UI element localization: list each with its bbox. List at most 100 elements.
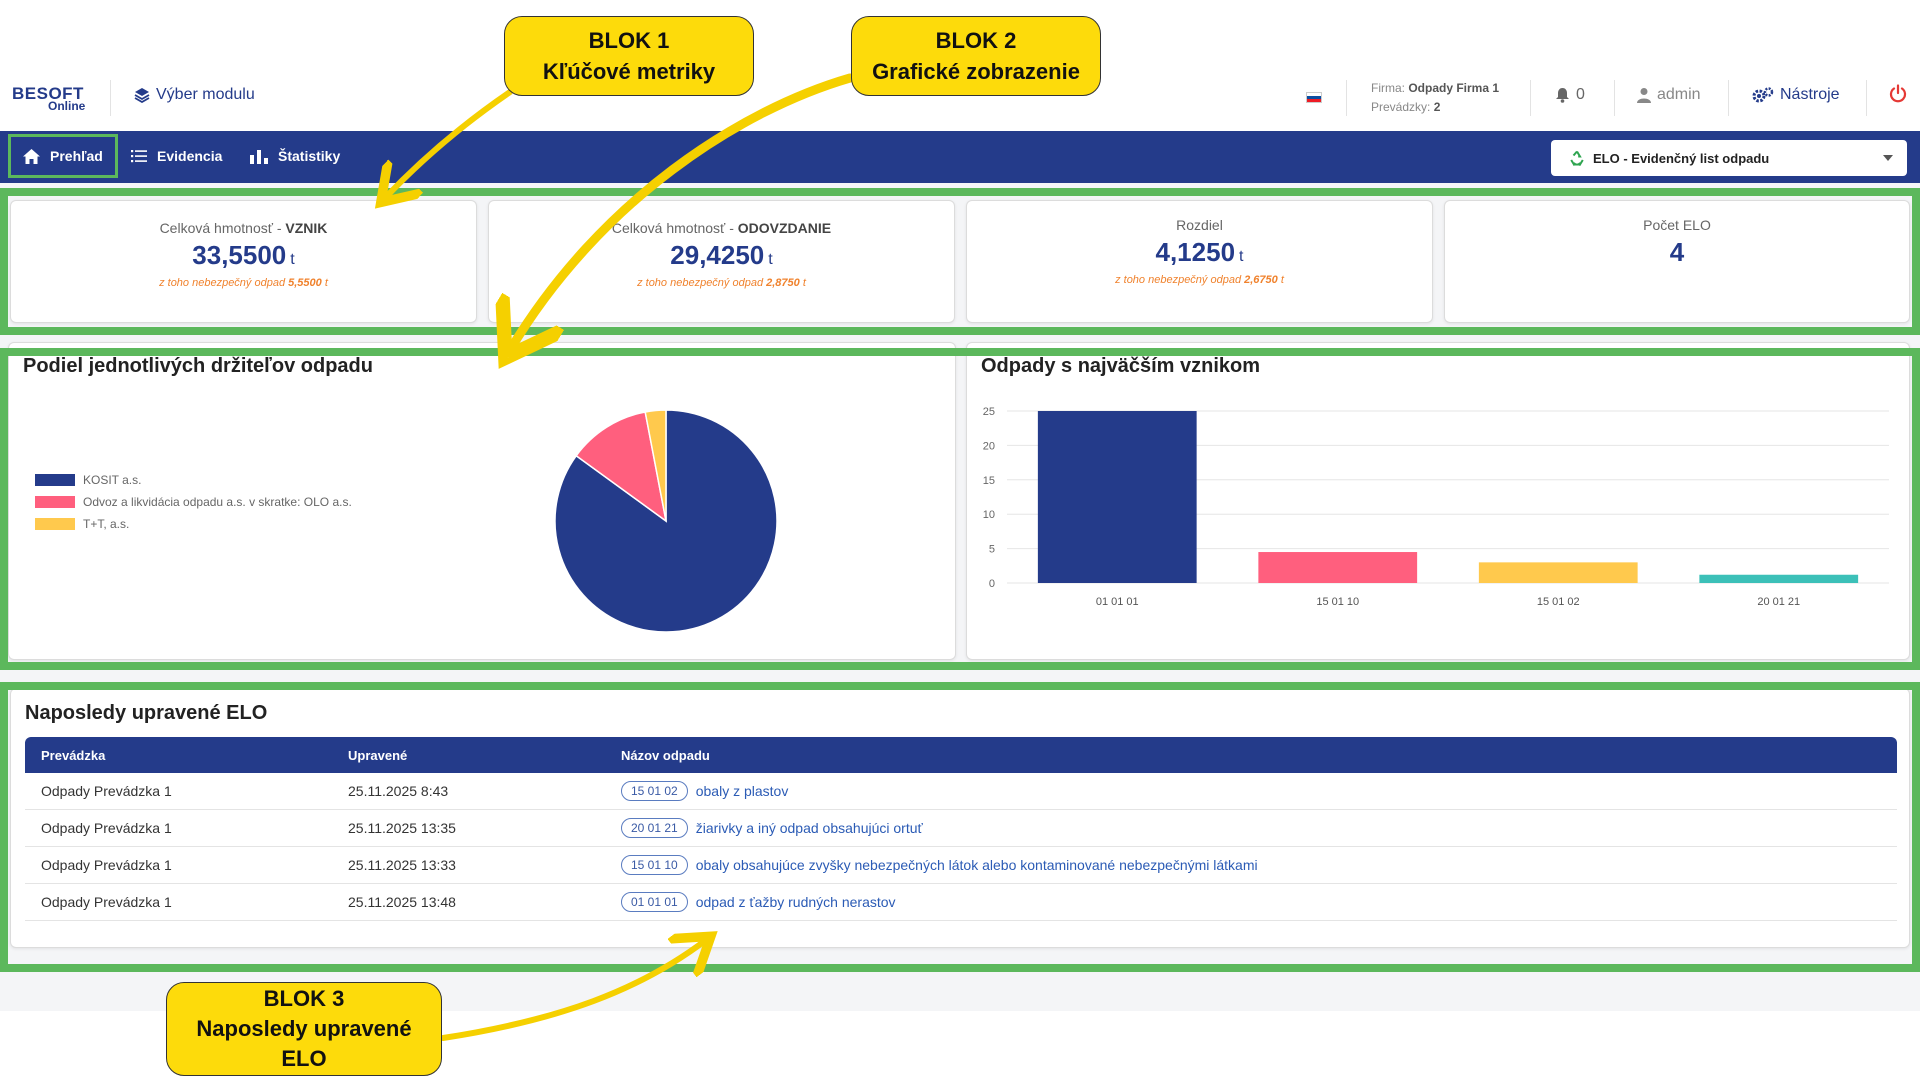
callout-line: ELO (281, 1046, 327, 1071)
gears-icon (1752, 87, 1774, 103)
y-tick-label: 15 (983, 475, 995, 487)
bar[interactable] (1258, 552, 1418, 583)
metric-value: 4,1250 t (967, 237, 1432, 268)
cell-upravene: 25.11.2025 13:48 (348, 894, 456, 910)
waste-name-link[interactable]: žiarivky a iný odpad obsahujúci ortuť (695, 820, 923, 836)
firm-info[interactable]: Firma: Odpady Firma 1 Prevádzky: 2 (1371, 79, 1499, 117)
metric-sub-unit: t (1277, 274, 1284, 286)
bar-chart-card: Odpady s najväčším vznikom 0 5 10 15 20 25 01 … (966, 342, 1910, 660)
bar-chart: 0 5 10 15 20 25 01 01 01 15 01 10 15 01 02 20 01 … (983, 406, 1889, 608)
metric-value: 33,5500 t (11, 240, 476, 271)
callout-blok3: BLOK 3 Naposledy upravené ELO (166, 982, 442, 1076)
metric-sub-value: 5,5500 (288, 277, 322, 289)
column-header-upravene[interactable]: Upravené (348, 747, 408, 763)
waste-name-link[interactable]: obaly obsahujúce zvyšky nebezpečných lát… (695, 857, 1258, 873)
waste-name-link[interactable]: odpad z ťažby rudných nerastov (695, 894, 896, 910)
cell-prevadzka: Odpady Prevádzka 1 (41, 783, 172, 799)
bar[interactable] (1478, 562, 1638, 583)
table-row[interactable]: Odpady Prevádzka 1 25.11.2025 8:43 15 01… (25, 773, 1897, 810)
metric-unit: t (290, 251, 295, 268)
callout-blok2: BLOK 2 Grafické zobrazenie (851, 16, 1101, 96)
x-tick-label: 15 01 10 (1316, 596, 1359, 608)
header-divider (1614, 80, 1615, 116)
header-divider (1728, 80, 1729, 116)
blok3-outline (0, 682, 1920, 972)
callout-blok1: BLOK 1 Kľúčové metriky (504, 16, 754, 96)
waste-code-badge: 15 01 10 (621, 855, 688, 875)
metric-label-text: Rozdiel (1176, 217, 1223, 233)
legend-item[interactable]: KOSIT a.s. (35, 469, 352, 491)
recycle-icon (1570, 150, 1584, 166)
metric-card-vznik: Celková hmotnosť - VZNIK 33,5500 t z toho… (10, 200, 477, 323)
waste-code-badge: 20 01 21 (621, 818, 688, 838)
cell-upravene: 25.11.2025 13:33 (348, 857, 456, 873)
table-row[interactable]: Odpady Prevádzka 1 25.11.2025 13:33 15 0… (25, 847, 1897, 884)
legend-label: KOSIT a.s. (83, 473, 142, 487)
metric-card-rozdiel: Rozdiel 4,1250 t z toho nebezpečný odpad … (966, 200, 1433, 323)
cell-nazov: 20 01 21 žiarivky a iný odpad obsahujúci … (621, 810, 923, 846)
legend-item[interactable]: Odvoz a likvidácia odpadu a.s. v skratke… (35, 491, 352, 513)
user-icon (1637, 88, 1651, 103)
layers-icon (134, 88, 150, 103)
waste-name-link[interactable]: obaly z plastov (695, 783, 789, 799)
nav-prehlad-label: Prehľad (50, 148, 103, 164)
besoft-logo[interactable]: BESOFT Online (12, 84, 88, 113)
metric-sub-text: z toho nebezpečný odpad (1115, 274, 1245, 286)
home-icon (23, 148, 40, 164)
metric-label: Rozdiel (967, 217, 1432, 233)
nav-prehlad[interactable]: Prehľad (8, 134, 118, 178)
metric-label: Počet ELO (1445, 217, 1909, 233)
metric-sub-unit: t (321, 277, 328, 289)
firm-label: Firma: (1371, 81, 1405, 95)
legend-item[interactable]: T+T, a.s. (35, 513, 352, 535)
bar[interactable] (1699, 574, 1859, 583)
pie-slice[interactable] (644, 409, 667, 522)
header-divider (1530, 80, 1531, 116)
column-header-prevadzka[interactable]: Prevádzka (41, 747, 106, 763)
metric-card-pocet-elo: Počet ELO 4 (1444, 200, 1910, 323)
waste-code-badge: 15 01 02 (621, 781, 688, 801)
bar[interactable] (1037, 411, 1197, 583)
power-logout-icon[interactable] (1888, 84, 1908, 104)
nav-statistiky[interactable]: Štatistiky (250, 134, 340, 178)
blok1-outline (0, 188, 1920, 335)
x-tick-label: 20 01 21 (1757, 596, 1800, 608)
nav-statistiky-label: Štatistiky (278, 148, 341, 164)
nav-evidencia[interactable]: Evidencia (131, 134, 222, 178)
metric-sub-value: 2,6750 (1244, 274, 1278, 286)
cell-nazov: 15 01 02 obaly z plastov (621, 773, 788, 809)
bell-icon (1556, 88, 1569, 103)
table-row[interactable]: Odpady Prevádzka 1 25.11.2025 13:35 20 0… (25, 810, 1897, 847)
x-tick-label: 15 01 02 (1537, 596, 1580, 608)
callout-line: BLOK 3 (263, 986, 345, 1011)
pie-slice[interactable] (575, 411, 668, 523)
user-menu-button[interactable]: admin (1637, 86, 1701, 104)
table-row[interactable]: Odpady Prevádzka 1 25.11.2025 13:48 01 0… (25, 884, 1897, 921)
waste-code-badge: 01 01 01 (621, 892, 688, 912)
cell-prevadzka: Odpady Prevádzka 1 (41, 857, 172, 873)
notifications-count: 0 (1576, 86, 1585, 103)
module-select-button[interactable]: Výber modulu (134, 86, 255, 104)
legend-label: Odvoz a likvidácia odpadu a.s. v skratke… (83, 495, 352, 509)
metric-label: Celková hmotnosť - VZNIK (11, 220, 476, 236)
metric-sub: z toho nebezpečný odpad 5,5500 t (11, 277, 476, 289)
table-header: Prevádzka Upravené Názov odpadu (25, 737, 1897, 773)
column-header-nazov[interactable]: Názov odpadu (621, 747, 710, 763)
pie-legend: KOSIT a.s. Odvoz a likvidácia odpadu a.s… (35, 469, 352, 535)
firm-name: Odpady Firma 1 (1408, 81, 1500, 95)
tools-menu-button[interactable]: Nástroje (1752, 86, 1840, 104)
metric-value-number: 4 (1669, 237, 1685, 267)
metric-sub: z toho nebezpečný odpad 2,6750 t (967, 274, 1432, 286)
language-flag-icon[interactable] (1306, 92, 1322, 103)
cell-prevadzka: Odpady Prevádzka 1 (41, 894, 172, 910)
metric-unit: t (1239, 248, 1244, 265)
notifications-button[interactable]: 0 (1555, 86, 1585, 104)
metric-label-bold: VZNIK (285, 220, 328, 236)
callout-line: Naposledy upravené (196, 1016, 412, 1041)
legend-label: T+T, a.s. (83, 517, 130, 531)
header-divider (1866, 80, 1867, 116)
elo-type-select[interactable]: ELO - Evidenčný list odpadu (1551, 140, 1907, 176)
metric-value-number: 33,5500 (192, 240, 287, 270)
x-tick-label: 01 01 01 (1096, 596, 1139, 608)
y-tick-label: 0 (989, 578, 995, 590)
